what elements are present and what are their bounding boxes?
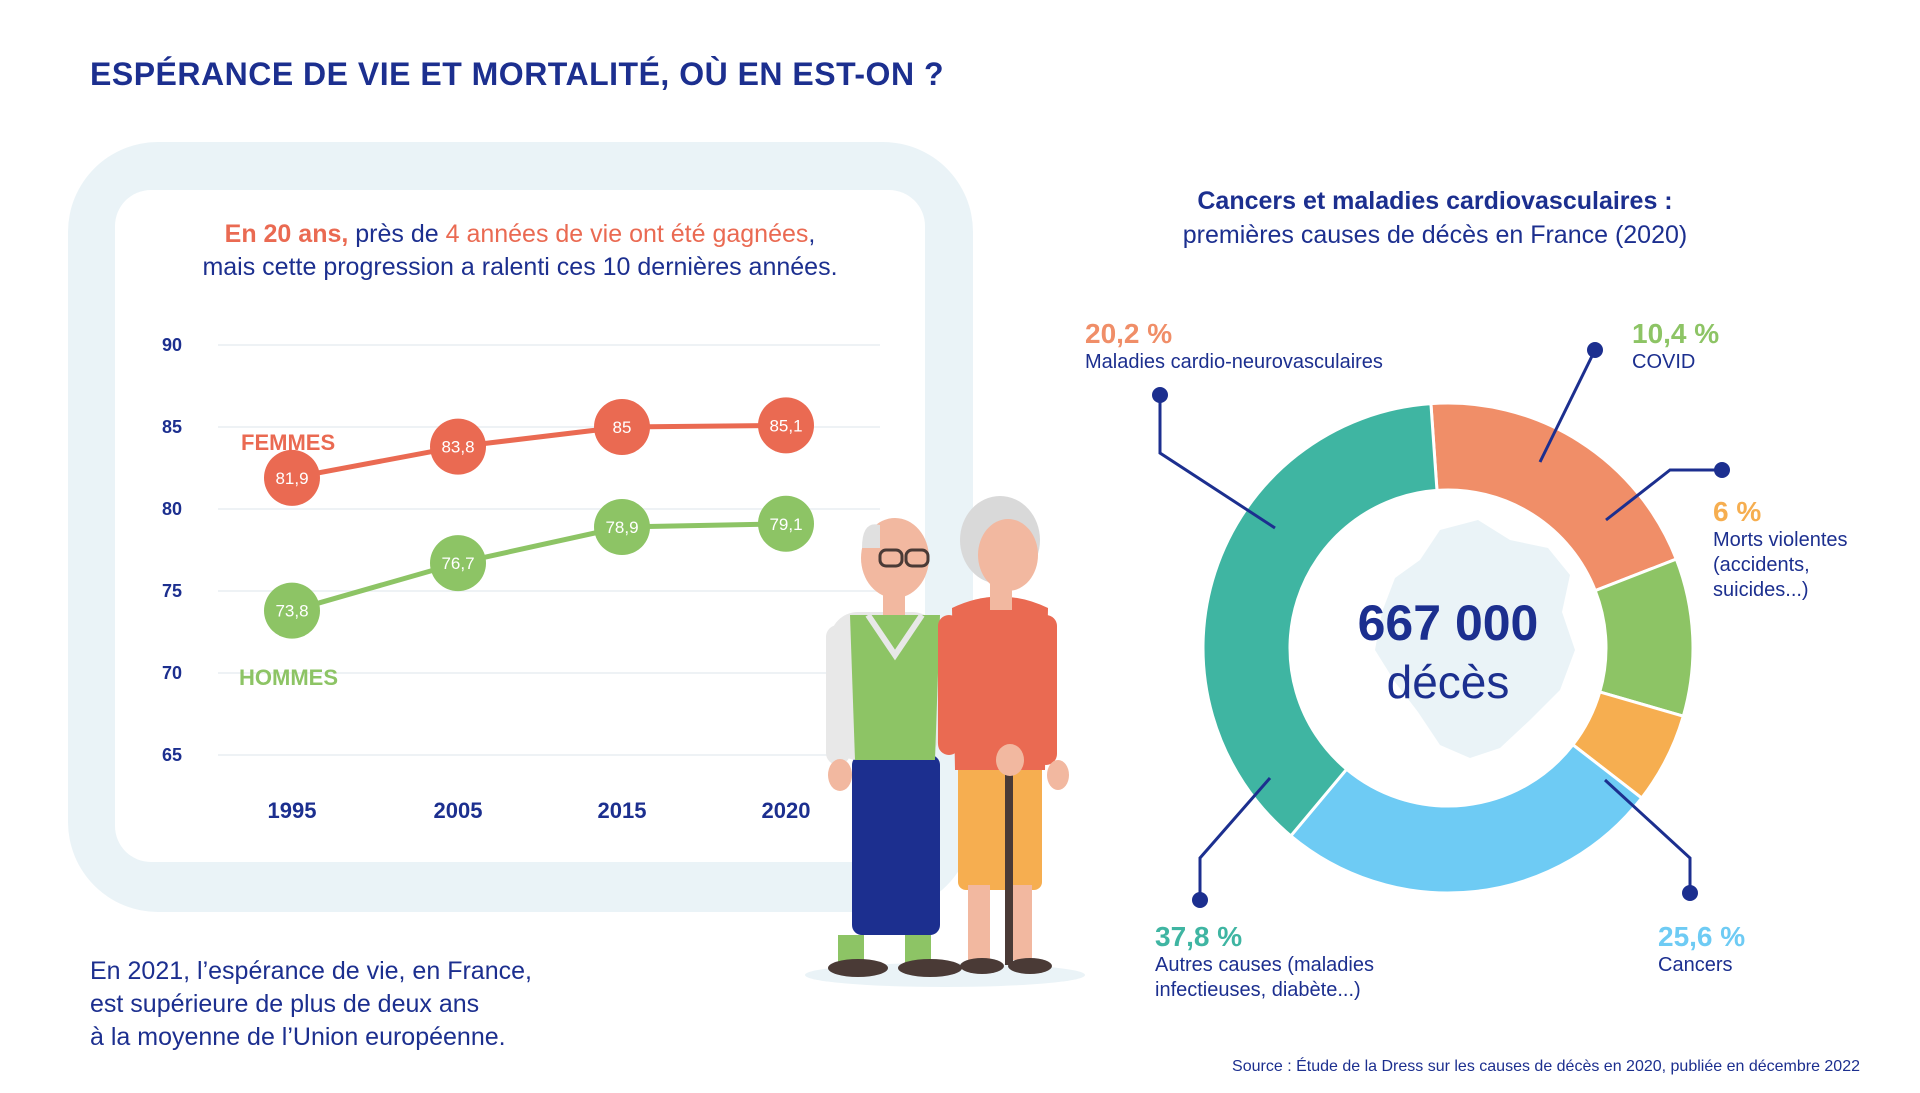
donut-slices: [1201, 401, 1695, 895]
series-label-femmes: FEMMES: [241, 430, 335, 455]
data-point-femmes: [430, 418, 486, 475]
y-tick-label: 80: [162, 499, 182, 519]
donut-title-main: Cancers et maladies cardiovasculaires :: [1197, 187, 1673, 215]
y-tick-label: 75: [162, 581, 182, 601]
source-note: Source : Étude de la Dress sur les cause…: [1232, 1058, 1860, 1075]
headline-line2: mais cette progression a ralenti ces 10 …: [202, 253, 838, 281]
y-tick-label: 65: [162, 745, 182, 765]
series-label-hommes: HOMMES: [239, 665, 338, 690]
leader-line-cancers: [1603, 778, 1692, 893]
leader-dot-cardio: [1152, 387, 1168, 403]
callout-violent-label-line: suicides...): [1713, 579, 1809, 601]
donut-slice: [1201, 401, 1439, 839]
y-tick-label: 85: [162, 417, 182, 437]
donut-center-value: 667 000: [1358, 595, 1539, 651]
leader-dot-covid: [1587, 342, 1603, 358]
headline-text: près de: [348, 220, 446, 248]
leader-line-other: [1198, 777, 1272, 900]
x-tick-label: 2015: [598, 798, 647, 823]
data-point-femmes: [758, 397, 814, 454]
leader-line-violent: [1605, 468, 1722, 522]
eu-comparison-line: à la moyenne de l’Union européenne.: [90, 1023, 506, 1051]
callout-violent: 6 % Morts violentes (accidents, suicides…: [1713, 496, 1848, 603]
y-axis-ticks: 90 85 80 75 70 65: [162, 335, 182, 765]
eu-comparison-line: est supérieure de plus de deux ans: [90, 990, 480, 1018]
callout-cardio: 20,2 % Maladies cardio-neurovasculaires: [1085, 318, 1383, 375]
data-label-femmes: 81,9: [275, 469, 308, 488]
y-tick-label: 90: [162, 335, 182, 355]
series-line-hommes: [291, 521, 787, 614]
donut-slice: [1288, 742, 1644, 895]
callout-cancers-pct: 25,6 %: [1658, 921, 1746, 952]
callout-violent-label-line: (accidents,: [1713, 554, 1810, 576]
callout-leader-lines: [1152, 342, 1730, 908]
eu-comparison-line: En 2021, l’espérance de vie, en France,: [90, 957, 532, 985]
callout-other-pct: 37,8 %: [1155, 921, 1243, 952]
donut-chart-title: Cancers et maladies cardiovasculaires : …: [1075, 184, 1795, 252]
callout-other-label-line: Autres causes (maladies: [1155, 954, 1374, 976]
leader-line-cardio: [1158, 395, 1276, 530]
chart-series: 81,9 83,8 85 85,1 73,8 76,7 78,9 79,1: [264, 397, 814, 639]
callout-cancers: 25,6 % Cancers: [1658, 921, 1745, 978]
data-point-hommes: [594, 499, 650, 556]
x-axis-ticks: 1995 2005 2015 2020: [268, 798, 811, 823]
data-label-hommes: 76,7: [441, 554, 474, 573]
series-line-femmes: [291, 422, 787, 481]
eu-comparison-text: En 2021, l’espérance de vie, en France, …: [90, 955, 532, 1054]
data-label-femmes: 83,8: [441, 438, 474, 457]
data-label-femmes: 85,1: [769, 416, 802, 435]
data-point-hommes: [264, 582, 320, 639]
callout-cancers-label: Cancers: [1658, 954, 1733, 976]
data-label-hommes: 73,8: [275, 602, 308, 621]
leader-line-covid: [1538, 349, 1597, 463]
x-tick-label: 2020: [762, 798, 811, 823]
data-label-hommes: 78,9: [605, 518, 638, 537]
x-tick-label: 1995: [268, 798, 317, 823]
page-title: ESPÉRANCE DE VIE ET MORTALITÉ, OÙ EN EST…: [90, 56, 944, 92]
france-map-icon: [1375, 520, 1575, 758]
callout-covid-pct: 10,4 %: [1632, 318, 1720, 349]
data-label-hommes: 79,1: [769, 515, 802, 534]
leader-dot-violent: [1714, 462, 1730, 478]
callout-cardio-pct: 20,2 %: [1085, 318, 1173, 349]
donut-subtitle: premières causes de décès en France (202…: [1182, 221, 1688, 249]
data-point-femmes: [594, 399, 650, 455]
headline-comma: ,: [808, 220, 816, 248]
leader-dot-cancers: [1682, 885, 1698, 901]
callout-covid-label: COVID: [1632, 351, 1696, 373]
chart-headline: En 20 ans, près de 4 années de vie ont é…: [115, 218, 925, 284]
x-tick-label: 2005: [434, 798, 483, 823]
data-label-femmes: 85: [613, 418, 632, 437]
callout-violent-label-line: Morts violentes: [1713, 529, 1848, 551]
donut-center-unit: décès: [1387, 656, 1510, 708]
headline-highlight-years: En 20 ans,: [224, 220, 349, 248]
data-point-hommes: [758, 495, 814, 552]
callout-other: 37,8 % Autres causes (maladies infectieu…: [1155, 921, 1374, 1003]
data-point-hommes: [430, 535, 486, 592]
callout-cardio-label: Maladies cardio-neurovasculaires: [1085, 351, 1383, 373]
callout-covid: 10,4 % COVID: [1632, 318, 1719, 375]
callout-other-label-line: infectieuses, diabète...): [1155, 979, 1361, 1001]
callout-violent-pct: 6 %: [1713, 496, 1762, 527]
y-tick-label: 70: [162, 663, 182, 683]
leader-dot-other: [1192, 892, 1208, 908]
data-point-femmes: [264, 449, 320, 506]
headline-highlight-gain: 4 années de vie ont été gagnées: [445, 220, 809, 248]
